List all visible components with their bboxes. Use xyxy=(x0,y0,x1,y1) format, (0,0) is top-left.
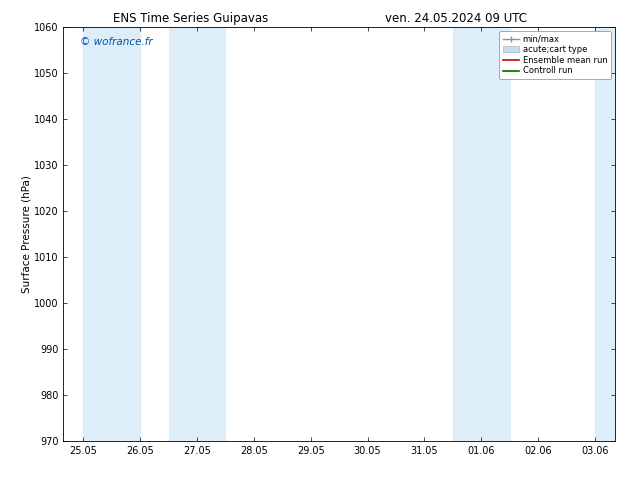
Text: ven. 24.05.2024 09 UTC: ven. 24.05.2024 09 UTC xyxy=(385,12,527,25)
Bar xyxy=(595,27,632,441)
Bar xyxy=(169,27,226,441)
Bar xyxy=(83,27,140,441)
Bar xyxy=(453,27,510,441)
Text: ENS Time Series Guipavas: ENS Time Series Guipavas xyxy=(113,12,268,25)
Text: © wofrance.fr: © wofrance.fr xyxy=(80,37,153,48)
Legend: min/max, acute;cart type, Ensemble mean run, Controll run: min/max, acute;cart type, Ensemble mean … xyxy=(500,31,611,79)
Y-axis label: Surface Pressure (hPa): Surface Pressure (hPa) xyxy=(21,175,31,293)
